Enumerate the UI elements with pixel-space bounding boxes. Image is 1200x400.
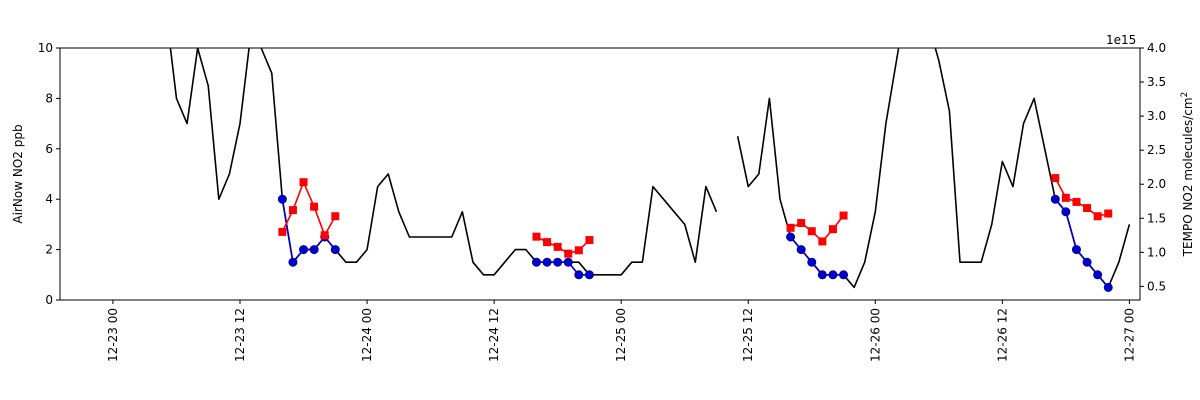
x-tick-label: 12-25 12 xyxy=(741,308,755,362)
left-y-tick-label: 0 xyxy=(45,293,53,307)
x-tick-label: 12-23 12 xyxy=(233,308,247,362)
x-tick-label: 12-25 00 xyxy=(614,308,628,362)
right-y-tick-label: 1.5 xyxy=(1147,211,1166,225)
series-2-point xyxy=(1083,204,1092,213)
series-2-point xyxy=(310,202,319,211)
series-1-point xyxy=(542,257,552,267)
x-tick-label: 12-26 00 xyxy=(868,308,882,362)
series-2-point xyxy=(839,211,848,220)
right-y-tick-label: 2.0 xyxy=(1147,177,1166,191)
series-1-point xyxy=(277,194,287,204)
right-y-tick-label: 4.0 xyxy=(1147,41,1166,55)
series-1-point xyxy=(531,257,541,267)
left-y-tick-label: 8 xyxy=(45,91,53,105)
series-2-point xyxy=(786,223,795,232)
x-tick-label: 12-24 00 xyxy=(360,308,374,362)
series-layer xyxy=(169,48,1131,292)
series-1-point xyxy=(1093,270,1103,280)
series-1-point xyxy=(299,245,309,255)
series-1-point xyxy=(553,257,563,267)
series-1-point xyxy=(574,270,584,280)
right-axis-offset-text: 1e15 xyxy=(1106,33,1136,47)
series-2 xyxy=(278,174,1113,258)
series-0-line xyxy=(169,48,718,276)
left-y-tick-label: 2 xyxy=(45,243,53,257)
series-1-point xyxy=(330,245,340,255)
series-1-point xyxy=(807,257,817,267)
series-1-point xyxy=(1071,245,1081,255)
left-y-axis: 0 2 4 6 8 10 xyxy=(38,41,60,307)
x-axis: 12-23 00 12-23 12 12-24 00 12-24 12 12-25 00… xyxy=(106,300,1136,362)
series-2-point xyxy=(818,237,827,246)
series-2-point xyxy=(288,206,297,215)
series-1-point xyxy=(288,257,298,267)
right-y-tick-label: 1.0 xyxy=(1147,245,1166,259)
series-2-point xyxy=(553,242,562,251)
left-y-tick-label: 10 xyxy=(38,41,53,55)
left-y-axis-label: AirNow NO2 ppb xyxy=(11,124,25,223)
series-2-point xyxy=(543,238,552,247)
series-2-point xyxy=(564,249,573,258)
right-y-tick-label: 0.5 xyxy=(1147,279,1166,293)
series-2-point xyxy=(299,178,308,187)
series-2-point xyxy=(1072,197,1081,206)
series-2-point xyxy=(574,246,583,255)
right-y-tick-label: 2.5 xyxy=(1147,143,1166,157)
left-y-tick-label: 4 xyxy=(45,192,53,206)
series-2-point xyxy=(331,212,340,221)
series-2-point xyxy=(320,231,329,240)
series-2-point xyxy=(1104,209,1113,218)
series-2-point xyxy=(532,232,541,241)
right-y-tick-label: 3.0 xyxy=(1147,109,1166,123)
right-y-axis-label-superscript: 2 xyxy=(1180,92,1190,98)
series-2-point xyxy=(1051,174,1060,183)
left-y-tick-label: 6 xyxy=(45,142,53,156)
series-2-point xyxy=(828,225,837,234)
series-2-point xyxy=(1061,193,1070,202)
right-y-axis: 0.5 1.0 1.5 2.0 2.5 3.0 3.5 4.0 xyxy=(1140,41,1166,293)
x-tick-label: 12-24 12 xyxy=(487,308,501,362)
series-1-point xyxy=(796,245,806,255)
series-1-point xyxy=(1082,257,1092,267)
series-1-point xyxy=(817,270,827,280)
series-1-point xyxy=(828,270,838,280)
x-tick-label: 12-27 00 xyxy=(1122,308,1136,362)
x-tick-label: 12-23 00 xyxy=(106,308,120,362)
series-1-point xyxy=(1050,194,1060,204)
series-2-point xyxy=(807,227,816,236)
series-1-point xyxy=(584,270,594,280)
x-tick-label: 12-26 12 xyxy=(995,308,1009,362)
series-2-point xyxy=(278,227,287,236)
series-2-point xyxy=(585,236,594,245)
plot-frame xyxy=(59,47,1141,301)
right-y-axis-label: TEMPO NO2 molecules/cm2 xyxy=(1180,92,1195,258)
series-1-point xyxy=(1061,207,1071,217)
series-1-point xyxy=(839,270,849,280)
series-2-point xyxy=(797,219,806,228)
right-y-axis-label-text: TEMPO NO2 molecules/cm xyxy=(1181,97,1195,257)
series-1-point xyxy=(563,257,573,267)
series-2-point xyxy=(1093,212,1102,221)
series-1-point xyxy=(1103,282,1113,292)
right-y-tick-label: 3.5 xyxy=(1147,75,1166,89)
series-1-point xyxy=(786,232,796,242)
series-1-point xyxy=(309,245,319,255)
